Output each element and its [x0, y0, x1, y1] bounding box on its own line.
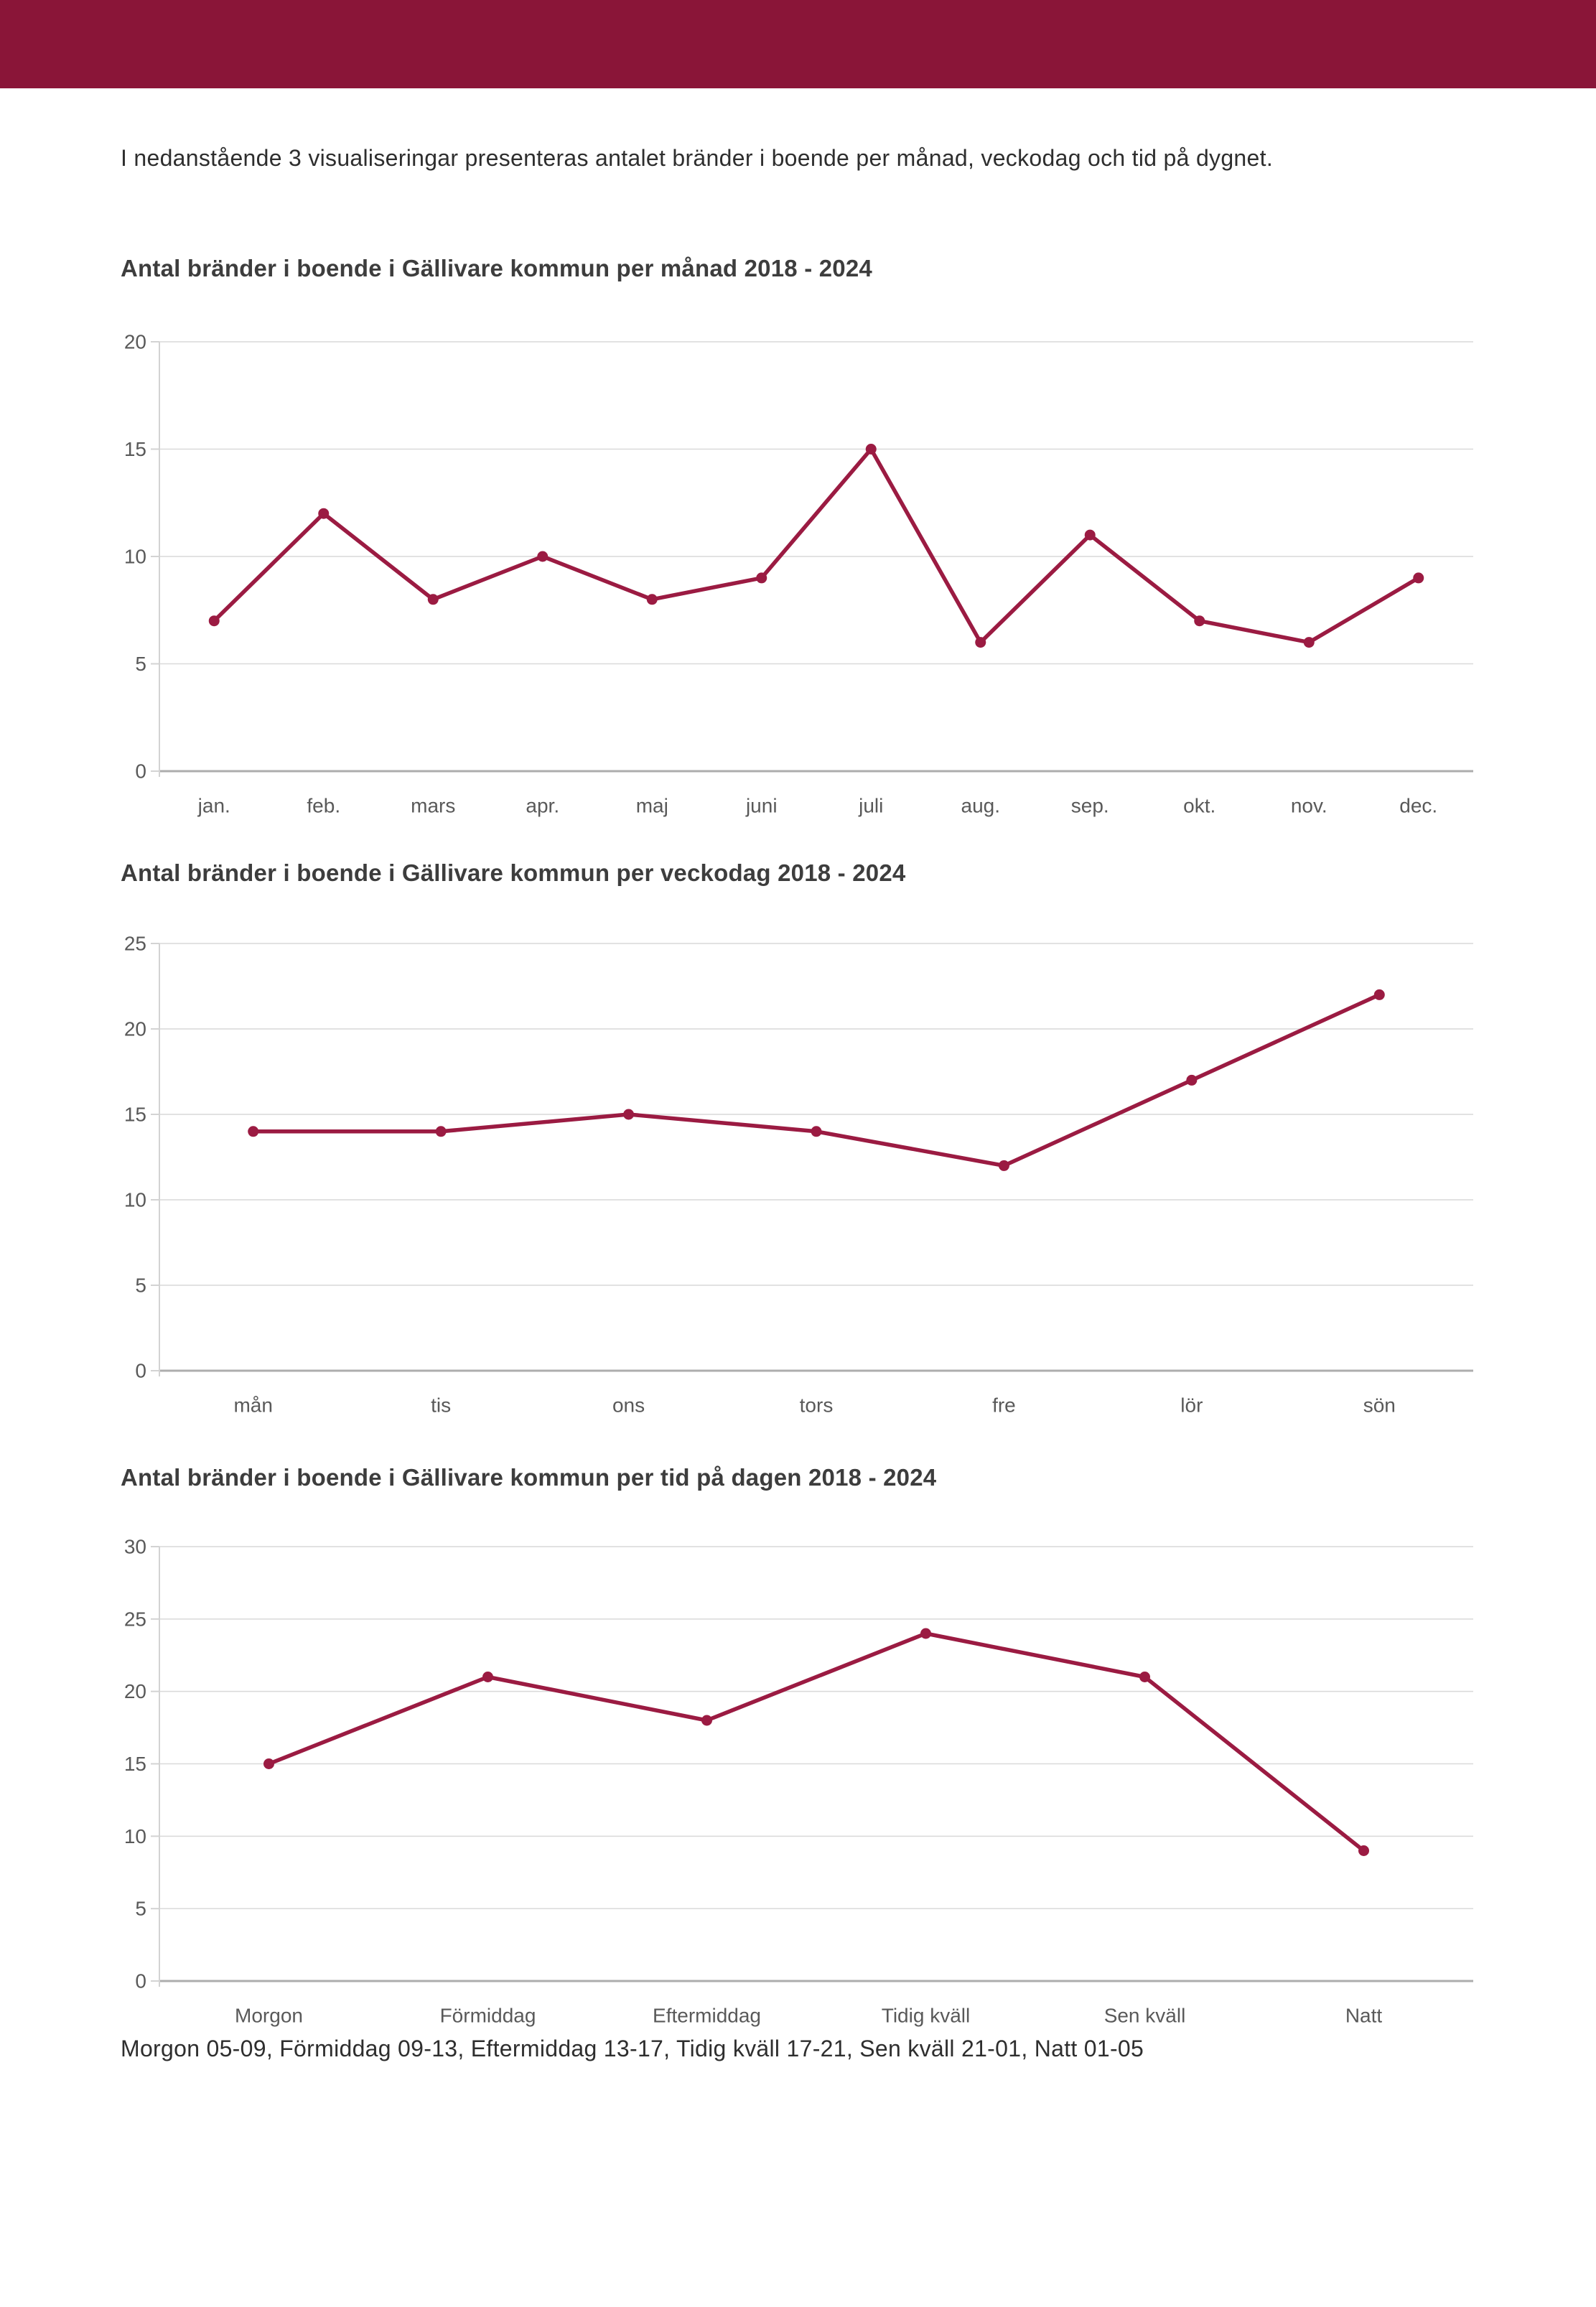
x-tick-label: okt. [1183, 794, 1215, 816]
data-point [1303, 636, 1315, 648]
data-point [435, 1126, 447, 1137]
data-point [701, 1715, 712, 1726]
x-tick-label: apr. [526, 794, 559, 816]
y-tick-marks [151, 340, 159, 772]
weekday-fires-chart: 0 5 10 15 20 25 mån tis ons tors fre lör sön [124, 932, 1473, 1416]
y-tick-label: 20 [124, 1017, 146, 1040]
data-points [248, 989, 1385, 1171]
data-point [998, 1160, 1009, 1171]
chart-title-timeofday: Antal bränder i boende i Gällivare kommu… [121, 1463, 937, 1491]
x-tick-labels: jan. feb. mars apr. maj juni juli aug. sep. okt. n… [197, 794, 1438, 816]
x-tick-label: jan. [197, 794, 230, 816]
time-intervals-footnote: Morgon 05-09, Förmiddag 09-13, Eftermidd… [121, 2035, 1144, 2061]
x-tick-label: Sen kväll [1104, 2004, 1186, 2026]
y-tick-label: 10 [124, 545, 146, 567]
x-tick-label: Natt [1345, 2004, 1383, 2026]
y-gridlines [159, 1546, 1473, 1982]
x-tick-label: maj [636, 794, 668, 816]
data-point [1139, 1671, 1150, 1682]
data-point [1413, 572, 1424, 584]
data-point [318, 508, 330, 519]
x-tick-label: nov. [1291, 794, 1327, 816]
y-tick-label: 10 [124, 1188, 146, 1211]
x-tick-label: tis [431, 1394, 451, 1416]
y-tick-label: 15 [124, 438, 146, 460]
data-point [1186, 1074, 1198, 1086]
x-tick-label: Förmiddag [440, 2004, 536, 2026]
data-point [646, 594, 658, 605]
y-tick-label: 0 [135, 760, 146, 782]
x-tick-label: dec. [1399, 794, 1437, 816]
x-tick-labels: mån tis ons tors fre lör sön [233, 1394, 1395, 1416]
data-point [811, 1126, 822, 1137]
x-tick-label: sep. [1071, 794, 1109, 816]
data-points [208, 443, 1424, 648]
y-tick-labels: 0 5 10 15 20 [124, 330, 146, 782]
data-point [537, 551, 549, 562]
data-point [623, 1109, 635, 1120]
y-tick-marks [151, 1545, 159, 1982]
y-tick-label: 15 [124, 1103, 146, 1125]
data-point [1194, 615, 1205, 626]
y-tick-label: 15 [124, 1753, 146, 1775]
data-point [920, 1628, 931, 1639]
y-tick-marks [151, 942, 159, 1371]
x-tick-labels: Morgon Förmiddag Eftermiddag Tidig kväll Sen… [235, 2004, 1382, 2026]
data-point [975, 636, 986, 648]
intro-text: I nedanstående 3 visualiseringar present… [121, 145, 1274, 171]
x-tick-label: lör [1180, 1394, 1203, 1416]
timeofday-fires-chart: 0 5 10 15 20 25 30 Morgon Förmiddag Eftermiddag Ti… [124, 1535, 1473, 2026]
x-tick-label: Eftermiddag [653, 2004, 761, 2026]
data-point [1358, 1845, 1369, 1856]
x-tick-label: sön [1363, 1394, 1396, 1416]
y-tick-label: 25 [124, 932, 146, 954]
data-points [263, 1628, 1369, 1856]
x-tick-label: juli [858, 794, 883, 816]
y-tick-label: 20 [124, 330, 146, 353]
y-tick-label: 30 [124, 1535, 146, 1557]
x-tick-label: fre [992, 1394, 1016, 1416]
y-tick-label: 5 [135, 1897, 146, 1919]
data-point [1084, 529, 1096, 541]
y-tick-label: 0 [135, 1359, 146, 1381]
data-point [427, 594, 439, 605]
data-line [212, 447, 1421, 645]
data-line [266, 1631, 1366, 1853]
x-tick-label: juni [745, 794, 778, 816]
data-point [263, 1758, 274, 1769]
y-tick-label: 5 [135, 1274, 146, 1296]
x-tick-label: tors [800, 1394, 834, 1416]
data-point [248, 1126, 259, 1137]
y-tick-label: 0 [135, 1970, 146, 1992]
y-tick-label: 25 [124, 1608, 146, 1630]
x-tick-label: Morgon [235, 2004, 303, 2026]
data-point [865, 443, 877, 455]
data-point [482, 1671, 493, 1682]
y-tick-label: 20 [124, 1680, 146, 1702]
x-tick-label: ons [612, 1394, 645, 1416]
y-gridlines [159, 341, 1473, 773]
data-point [208, 615, 220, 626]
chart-title-monthly: Antal bränder i boende i Gällivare kommu… [121, 254, 872, 281]
chart-title-weekday: Antal bränder i boende i Gällivare kommu… [121, 859, 906, 886]
x-tick-label: aug. [961, 794, 1001, 816]
y-tick-label: 10 [124, 1825, 146, 1847]
x-tick-label: Tidig kväll [882, 2004, 970, 2026]
x-tick-label: feb. [307, 794, 340, 816]
monthly-fires-chart: 0 5 10 15 20 jan. feb. mars apr. maj juni juli aug. s… [124, 330, 1473, 816]
data-line [251, 992, 1382, 1168]
y-tick-label: 5 [135, 653, 146, 675]
x-tick-label: mars [411, 794, 455, 816]
y-tick-labels: 0 5 10 15 20 25 [124, 932, 146, 1381]
y-gridlines [159, 943, 1473, 1372]
x-tick-label: mån [233, 1394, 272, 1416]
data-point [1373, 989, 1385, 1000]
content-area: I nedanstående 3 visualiseringar present… [0, 142, 1596, 2062]
header-bar [0, 0, 1596, 88]
data-point [756, 572, 767, 584]
y-tick-labels: 0 5 10 15 20 25 30 [124, 1535, 146, 1992]
